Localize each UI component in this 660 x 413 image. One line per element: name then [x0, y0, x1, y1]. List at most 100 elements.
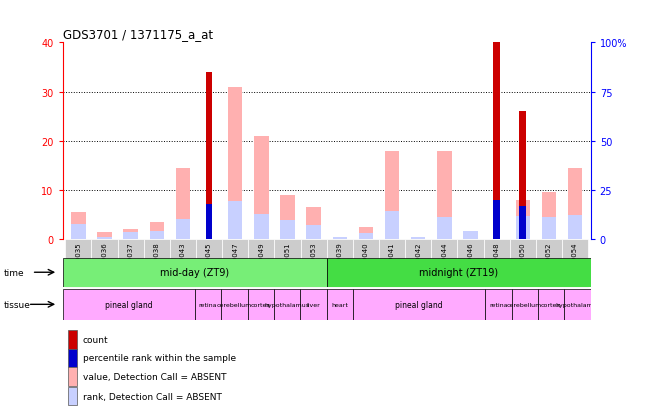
Bar — [485, 289, 512, 320]
Bar — [97, 232, 112, 240]
Bar — [327, 258, 591, 287]
Text: GSM310035: GSM310035 — [75, 242, 81, 285]
Bar — [280, 221, 294, 240]
Text: GSM310054: GSM310054 — [572, 242, 578, 284]
Bar — [228, 201, 242, 240]
Bar — [519, 206, 526, 240]
Bar — [385, 211, 399, 240]
Bar — [300, 289, 327, 320]
Bar — [280, 195, 294, 240]
Text: liver: liver — [307, 302, 320, 307]
Bar — [222, 240, 248, 287]
Bar — [327, 289, 353, 320]
Text: cerebellum: cerebellum — [216, 302, 252, 307]
Bar — [71, 225, 86, 240]
Bar — [254, 214, 269, 240]
Bar — [327, 240, 353, 287]
Bar — [176, 220, 190, 240]
Bar — [512, 289, 538, 320]
Text: GSM310050: GSM310050 — [519, 242, 526, 285]
Text: GSM310051: GSM310051 — [284, 242, 290, 285]
Text: retina: retina — [489, 302, 508, 307]
Bar — [306, 226, 321, 240]
Text: GDS3701 / 1371175_a_at: GDS3701 / 1371175_a_at — [63, 28, 213, 41]
Text: rank, Detection Call = ABSENT: rank, Detection Call = ABSENT — [82, 392, 222, 401]
Text: GSM310039: GSM310039 — [337, 242, 343, 285]
Bar — [564, 289, 591, 320]
Text: GSM310048: GSM310048 — [494, 242, 500, 285]
Bar — [493, 43, 500, 240]
Bar — [206, 73, 213, 240]
Bar — [68, 368, 77, 386]
Bar — [359, 234, 373, 240]
Bar — [123, 230, 138, 240]
Text: GSM310046: GSM310046 — [467, 242, 473, 285]
Bar — [536, 240, 562, 287]
Bar — [306, 208, 321, 240]
Text: hypothalamus: hypothalamus — [265, 302, 310, 307]
Bar — [333, 237, 347, 240]
Text: value, Detection Call = ABSENT: value, Detection Call = ABSENT — [82, 372, 226, 381]
Text: GSM310041: GSM310041 — [389, 242, 395, 285]
Bar — [515, 200, 530, 240]
Bar — [170, 240, 196, 287]
Bar — [71, 213, 86, 240]
Text: GSM310049: GSM310049 — [258, 242, 265, 285]
Text: GSM310036: GSM310036 — [102, 242, 108, 285]
Text: GSM310037: GSM310037 — [127, 242, 134, 285]
Bar — [92, 240, 117, 287]
Bar — [463, 232, 478, 240]
Bar — [123, 233, 138, 240]
Bar — [405, 240, 431, 287]
Bar — [196, 240, 222, 287]
Bar — [562, 240, 588, 287]
Bar — [195, 289, 221, 320]
Bar — [63, 258, 327, 287]
Bar — [519, 112, 526, 240]
Text: GSM310038: GSM310038 — [154, 242, 160, 285]
Bar — [359, 227, 373, 240]
Text: cortex: cortex — [541, 302, 561, 307]
Bar — [411, 237, 426, 240]
Text: mid-day (ZT9): mid-day (ZT9) — [160, 268, 229, 278]
Text: GSM310047: GSM310047 — [232, 242, 238, 285]
Bar — [63, 289, 195, 320]
Bar — [353, 289, 485, 320]
Bar — [248, 289, 274, 320]
Text: midnight (ZT19): midnight (ZT19) — [419, 268, 498, 278]
Bar — [275, 240, 300, 287]
Bar — [117, 240, 144, 287]
Text: count: count — [82, 335, 108, 344]
Bar — [206, 204, 213, 240]
Bar — [411, 237, 426, 240]
Text: GSM310044: GSM310044 — [442, 242, 447, 284]
Text: tissue: tissue — [3, 300, 30, 309]
Bar — [353, 240, 379, 287]
Text: GSM310040: GSM310040 — [363, 242, 369, 285]
Bar — [254, 137, 269, 240]
Text: hypothalamus: hypothalamus — [555, 302, 600, 307]
Bar — [515, 216, 530, 240]
Bar — [379, 240, 405, 287]
Bar — [493, 200, 500, 240]
Text: cortex: cortex — [251, 302, 271, 307]
Text: retina: retina — [199, 302, 217, 307]
Text: time: time — [3, 268, 24, 277]
Bar — [150, 222, 164, 240]
Text: heart: heart — [331, 302, 348, 307]
Bar — [248, 240, 275, 287]
Bar — [68, 330, 77, 349]
Bar — [300, 240, 327, 287]
Bar — [221, 289, 248, 320]
Bar — [385, 151, 399, 240]
Text: GSM310043: GSM310043 — [180, 242, 186, 285]
Bar — [542, 193, 556, 240]
Bar — [568, 215, 582, 240]
Bar — [274, 289, 300, 320]
Bar — [97, 237, 112, 240]
Bar — [437, 151, 451, 240]
Bar — [65, 240, 92, 287]
Bar — [228, 88, 242, 240]
Text: cerebellum: cerebellum — [507, 302, 543, 307]
Bar — [437, 218, 451, 240]
